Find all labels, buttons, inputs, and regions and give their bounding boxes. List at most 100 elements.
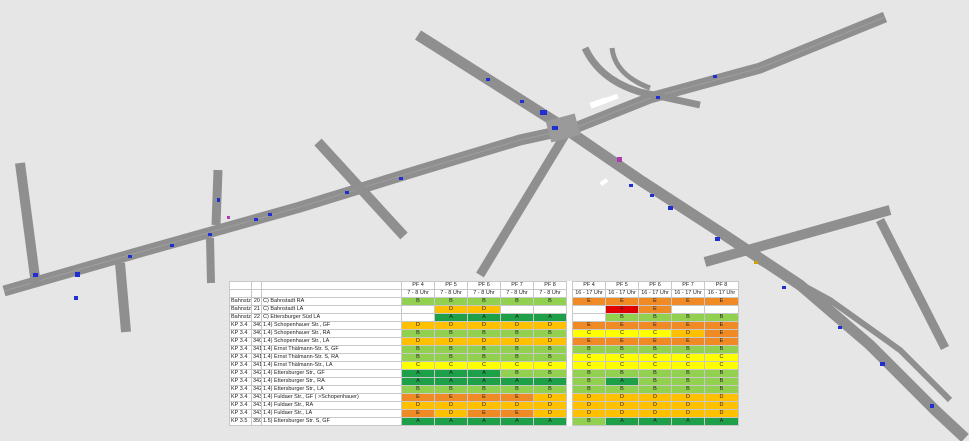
los-cell: C <box>572 329 606 338</box>
los-cell: B <box>500 329 534 338</box>
los-cell: E <box>500 409 534 418</box>
los-cell: A <box>605 377 639 386</box>
vehicle <box>838 326 842 329</box>
header-blank <box>229 289 252 298</box>
los-cell: A <box>434 369 468 378</box>
los-cell: C <box>434 361 468 370</box>
table-body: PF 4 PF 5 PF 6 PF 7 PF 8 PF 4 PF 5 PF 6 PF 7 PF 8… <box>229 281 739 426</box>
column-header: PF 6 <box>638 281 672 290</box>
table-row: KP 3.434321.4) Fuldaer Str., RADDDDDDDDD… <box>229 401 739 410</box>
los-cell: C <box>704 353 739 362</box>
header-blank <box>261 289 402 298</box>
los-cell: E <box>671 321 705 330</box>
vehicle <box>268 213 272 216</box>
los-cell: B <box>533 329 567 338</box>
los-cell: C <box>638 329 672 338</box>
column-header: 7 - 8 Uhr <box>434 289 468 298</box>
los-cell: E <box>638 305 672 314</box>
los-cell: B <box>401 353 435 362</box>
los-cell: D <box>533 337 567 346</box>
los-cell: D <box>533 409 567 418</box>
los-cell: D <box>533 393 567 402</box>
column-header: 7 - 8 Uhr <box>533 289 567 298</box>
period-header-row: PF 4 PF 5 PF 6 PF 7 PF 8 PF 4 PF 5 PF 6 PF 7 PF 8 <box>229 281 739 290</box>
los-cell: A <box>533 313 567 322</box>
los-cell: B <box>671 313 705 322</box>
column-header: 16 - 17 Uhr <box>671 289 705 298</box>
bus-vehicle <box>603 93 619 104</box>
movement-name-cell: 1.4) Schopenhauer Str., GF <box>261 321 402 330</box>
los-cell: A <box>671 417 705 426</box>
los-cell <box>401 313 435 322</box>
los-cell: D <box>467 305 501 314</box>
los-cell: B <box>533 385 567 394</box>
los-cell: D <box>704 409 739 418</box>
los-cell: A <box>467 369 501 378</box>
header-blank <box>261 281 402 290</box>
node-cell: Bahnstz <box>229 313 252 322</box>
header-blank <box>229 281 252 290</box>
los-cell: C <box>572 361 606 370</box>
los-cell: B <box>572 345 606 354</box>
vehicle <box>399 177 403 180</box>
los-cell: B <box>638 385 672 394</box>
table-row: KP 3.535011.5) Ettersburger Str. S, GFAA… <box>229 417 739 426</box>
column-header: 7 - 8 Uhr <box>467 289 501 298</box>
vehicle <box>656 96 660 99</box>
road-north-ramp <box>581 46 701 109</box>
los-cell: D <box>500 401 534 410</box>
los-cell <box>533 305 567 314</box>
los-cell: B <box>500 297 534 306</box>
id-cell: 3431 <box>251 393 262 402</box>
los-cell: A <box>533 377 567 386</box>
los-cell: A <box>467 417 501 426</box>
los-cell: B <box>533 369 567 378</box>
column-header: 7 - 8 Uhr <box>401 289 435 298</box>
los-cell: C <box>572 353 606 362</box>
los-cell: E <box>605 297 639 306</box>
los-cell: B <box>704 345 739 354</box>
node-cell: KP 3.4 <box>229 345 252 354</box>
vehicle <box>254 218 258 221</box>
node-cell: KP 3.4 <box>229 393 252 402</box>
vehicle <box>486 78 490 81</box>
los-cell: D <box>434 337 468 346</box>
id-cell: 3411 <box>251 345 262 354</box>
id-cell: 3403 <box>251 337 262 346</box>
los-cell: A <box>467 377 501 386</box>
los-cell: B <box>434 353 468 362</box>
column-header: 16 - 17 Uhr <box>572 289 606 298</box>
los-cell: B <box>500 345 534 354</box>
los-cell: E <box>434 393 468 402</box>
table-row: Bahnstz 22 C) Ettersburger Süd LA A A A A B B B B <box>229 313 739 322</box>
los-cell: A <box>434 313 468 322</box>
id-cell: 3422 <box>251 377 262 386</box>
los-cell: B <box>467 329 501 338</box>
table-row: KP 3.434311.4) Fuldaer Str., GF ( >Schop… <box>229 393 739 402</box>
los-cell: D <box>704 393 739 402</box>
road-side-4 <box>206 237 215 284</box>
road-side-2 <box>115 262 131 333</box>
los-cell: B <box>704 369 739 378</box>
movement-name-cell: 1.4) Ettersburger Str., GF <box>261 369 402 378</box>
los-cell: B <box>671 369 705 378</box>
node-cell: KP 3.4 <box>229 361 252 370</box>
movement-name-cell: 1.4) Fuldaer Str., GF ( >Schopenhauer) <box>261 393 402 402</box>
los-cell: B <box>533 353 567 362</box>
los-cell: B <box>467 353 501 362</box>
column-header: 16 - 17 Uhr <box>704 289 739 298</box>
id-cell: 3413 <box>251 361 262 370</box>
los-cell: A <box>467 313 501 322</box>
table-row: KP 3.434231.4) Ettersburger Str., LABBBB… <box>229 385 739 394</box>
movement-name-cell: 1.4) Ernst Thälmann-Str., LA <box>261 361 402 370</box>
los-cell: D <box>638 401 672 410</box>
id-cell: 3402 <box>251 329 262 338</box>
column-header: PF 6 <box>467 281 501 290</box>
vehicle <box>668 206 673 210</box>
los-cell: C <box>704 361 739 370</box>
los-cell: B <box>638 377 672 386</box>
vehicle <box>715 237 720 241</box>
movement-name-cell: 1.4) Ettersburger Str., RA <box>261 377 402 386</box>
los-cell: D <box>434 401 468 410</box>
table-row: KP 3.434021.4) Schopenhauer Str., RABBBB… <box>229 329 739 338</box>
